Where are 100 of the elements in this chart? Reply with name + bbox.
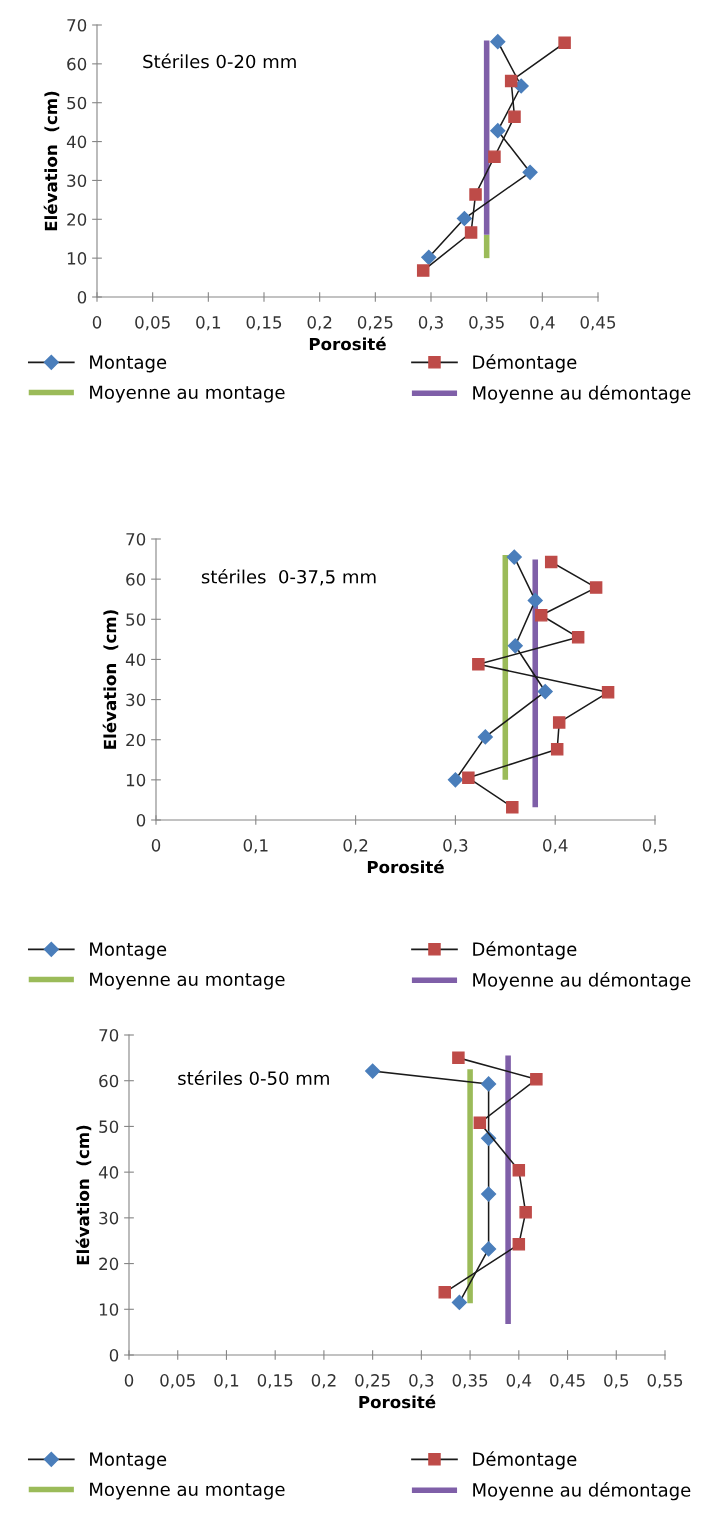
legend-label: Démontage bbox=[473, 941, 577, 960]
text: stériles 0-37,5 mm bbox=[201, 568, 376, 586]
point bbox=[481, 1186, 497, 1202]
point bbox=[488, 150, 501, 163]
y-tick-label: 20 bbox=[99, 1257, 119, 1271]
y-tick-label: 0 bbox=[109, 1348, 119, 1362]
y-tick-label: 10 bbox=[126, 773, 146, 787]
y-tick-label: 50 bbox=[99, 1120, 119, 1133]
x-axis-title: Porosité bbox=[359, 1394, 436, 1409]
y-tick-label: 30 bbox=[99, 1211, 119, 1225]
point bbox=[506, 549, 522, 565]
y-axis-title: Elévation (cm) bbox=[43, 91, 60, 231]
legend-label: Montage bbox=[90, 942, 167, 960]
y-axis-title: Elévation (cm) bbox=[75, 1125, 92, 1265]
y-tick-label: 0 bbox=[136, 813, 146, 827]
point bbox=[506, 800, 519, 814]
y-axis-title: Elévation (cm) bbox=[102, 610, 119, 749]
y-tick-label: 10 bbox=[67, 252, 87, 265]
legend-label: Démontage bbox=[473, 354, 577, 373]
legend-label: Moyenne au montage bbox=[90, 972, 285, 990]
y-tick-label: 50 bbox=[67, 96, 87, 110]
y-tick-label: 70 bbox=[99, 1028, 119, 1042]
x-tick-label: 0,3 bbox=[443, 839, 468, 854]
point bbox=[452, 1051, 465, 1065]
x-tick-label: 0,2 bbox=[343, 839, 368, 854]
x-tick-label: 0,45 bbox=[550, 1374, 585, 1389]
x-tick-label: 0,05 bbox=[160, 1374, 195, 1389]
y-tick-label: 20 bbox=[126, 733, 146, 747]
point bbox=[365, 1063, 381, 1079]
point bbox=[456, 210, 472, 227]
x-tick-label: 0,35 bbox=[452, 1374, 488, 1389]
point bbox=[438, 1286, 452, 1299]
x-tick-label: 0,15 bbox=[257, 1374, 293, 1389]
x-tick-label: 0,4 bbox=[530, 316, 555, 331]
y-tick-label: 30 bbox=[126, 693, 146, 707]
x-tick-label: 0,2 bbox=[311, 1374, 336, 1389]
x-tick-label: 0,5 bbox=[642, 839, 667, 854]
point bbox=[537, 683, 553, 700]
y-tick-label: 40 bbox=[66, 135, 87, 149]
point bbox=[513, 78, 529, 94]
x-axis-title: Porosité bbox=[309, 336, 386, 351]
legend-label: Moyenne au démontage bbox=[473, 385, 691, 404]
x-tick-label: 0,05 bbox=[135, 316, 170, 331]
point bbox=[571, 631, 585, 644]
point bbox=[508, 110, 521, 123]
point bbox=[451, 1294, 467, 1310]
point bbox=[534, 609, 548, 622]
legend-label: Moyenne au montage bbox=[90, 1482, 285, 1500]
point bbox=[522, 164, 538, 180]
point bbox=[462, 771, 475, 785]
point bbox=[469, 188, 482, 201]
y-tick-label: 20 bbox=[67, 213, 87, 226]
x-tick-label: 0,3 bbox=[409, 1374, 434, 1389]
y-tick-label: 60 bbox=[126, 573, 146, 586]
legend-label: Moyenne au montage bbox=[90, 385, 285, 403]
x-tick-label: 0,25 bbox=[355, 1374, 390, 1389]
x-tick-label: 0,1 bbox=[196, 316, 221, 331]
y-tick-label: 70 bbox=[126, 532, 146, 546]
point bbox=[477, 729, 493, 745]
point bbox=[519, 1206, 532, 1219]
point bbox=[558, 36, 571, 50]
x-tick-label: 0,15 bbox=[246, 316, 282, 331]
legend-label: Montage bbox=[90, 1452, 167, 1470]
point bbox=[550, 743, 564, 756]
legend-label: Démontage bbox=[473, 1451, 577, 1470]
point bbox=[490, 123, 506, 139]
text: Stériles 0-20 mm bbox=[143, 53, 296, 69]
y-tick-label: 40 bbox=[98, 1166, 119, 1179]
x-tick-label: 0,5 bbox=[604, 1374, 629, 1389]
x-tick-label: 0,35 bbox=[469, 316, 504, 331]
x-tick-label: 0,2 bbox=[307, 316, 332, 331]
point bbox=[589, 581, 603, 594]
point bbox=[490, 34, 506, 50]
point bbox=[552, 716, 566, 729]
x-tick-label: 0,1 bbox=[243, 839, 268, 854]
point bbox=[601, 686, 615, 699]
point bbox=[507, 638, 523, 654]
x-tick-label: 0,55 bbox=[647, 1374, 683, 1389]
y-tick-label: 40 bbox=[125, 653, 146, 666]
y-tick-label: 70 bbox=[67, 18, 87, 32]
y-tick-label: 0 bbox=[77, 290, 87, 304]
point bbox=[530, 1073, 543, 1086]
x-axis-title: Porosité bbox=[367, 859, 444, 874]
x-tick-label: 0,4 bbox=[543, 839, 568, 854]
x-tick-label: 0,45 bbox=[580, 316, 616, 331]
y-tick-label: 60 bbox=[99, 1074, 119, 1088]
point bbox=[464, 226, 478, 239]
x-tick-label: 0,4 bbox=[506, 1374, 532, 1389]
point bbox=[512, 1164, 526, 1177]
legend-label: Moyenne au démontage bbox=[473, 972, 691, 991]
point bbox=[527, 592, 543, 608]
y-tick-label: 10 bbox=[99, 1303, 119, 1316]
point bbox=[421, 249, 437, 265]
point bbox=[504, 74, 518, 88]
y-tick-label: 50 bbox=[126, 613, 146, 626]
text: stériles 0-50 mm bbox=[178, 1070, 329, 1086]
point bbox=[544, 555, 558, 569]
point bbox=[481, 1241, 497, 1257]
point bbox=[416, 264, 430, 277]
y-tick-label: 60 bbox=[67, 57, 87, 71]
